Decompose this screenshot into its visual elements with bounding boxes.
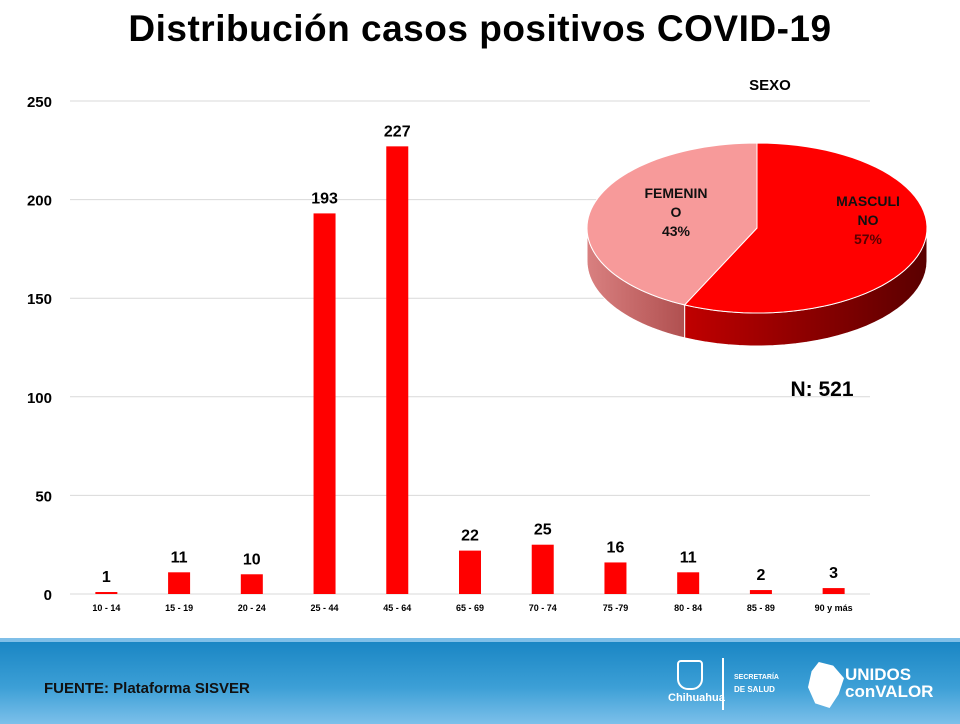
footer-band: FUENTE: Plataforma SISVER Chihuahua SECR…	[0, 638, 960, 724]
x-tick-label: 65 - 69	[456, 603, 484, 613]
x-tick-label: 75 -79	[603, 603, 629, 613]
pie-label: NO	[858, 212, 879, 228]
secretaria-line2: DE SALUD	[734, 685, 775, 694]
y-tick-label: 250	[27, 94, 52, 111]
secretaria-logo: SECRETARÍA DE SALUD	[734, 672, 779, 697]
pie-label: 43%	[662, 223, 691, 239]
pie-label: FEMENIN	[645, 185, 708, 201]
data-label: 10	[243, 551, 261, 568]
x-tick-label: 80 - 84	[674, 603, 702, 613]
logo-divider	[722, 658, 724, 710]
unidos-logo: UNIDOS conVALOR	[845, 666, 933, 700]
x-tick-label: 90 y más	[815, 603, 853, 613]
data-label: 1	[102, 569, 111, 586]
secretaria-line1: SECRETARÍA	[734, 674, 779, 681]
y-tick-label: 200	[27, 193, 52, 210]
y-tick-label: 150	[27, 291, 52, 308]
pie-label: 57%	[854, 231, 883, 247]
data-label: 227	[384, 123, 411, 140]
bar	[531, 544, 554, 594]
pie-title: SEXO	[749, 77, 791, 94]
pie-slice-masculino	[683, 142, 928, 314]
pie-label: MASCULI	[836, 193, 900, 209]
source-note: FUENTE: Plataforma SISVER	[44, 680, 250, 697]
y-tick-label: 100	[27, 390, 52, 407]
data-label: 2	[756, 567, 765, 584]
y-tick-label: 50	[35, 488, 52, 505]
bar	[313, 213, 336, 595]
bar	[822, 588, 845, 594]
x-tick-label: 10 - 14	[92, 603, 120, 613]
bar	[459, 550, 481, 594]
n-annotation: N: 521	[790, 378, 853, 401]
bar	[168, 572, 191, 594]
data-label: 25	[534, 522, 552, 539]
x-tick-label: 20 - 24	[238, 603, 266, 613]
x-tick-label: 25 - 44	[311, 603, 339, 613]
bar	[677, 572, 700, 594]
data-label: 3	[829, 565, 838, 582]
data-label: 22	[461, 528, 479, 545]
data-label: 16	[607, 539, 625, 556]
pie-slice-femenino	[586, 142, 758, 306]
data-label: 11	[171, 549, 188, 566]
x-tick-label: 70 - 74	[529, 603, 557, 613]
chart-canvas: 0 50 100 150 200 250 1 10 - 14 11 15 - 19 10 20 - 2…	[27, 77, 928, 613]
bar	[604, 562, 627, 594]
data-label: 11	[680, 549, 697, 566]
x-tick-label: 15 - 19	[165, 603, 193, 613]
bar	[749, 590, 772, 594]
chihuahua-logo-text: Chihuahua	[668, 692, 725, 704]
chihuahua-logo: Chihuahua	[668, 660, 725, 704]
bar	[386, 146, 409, 594]
x-tick-label: 45 - 64	[383, 603, 411, 613]
data-label: 193	[311, 190, 338, 207]
bar	[240, 574, 263, 594]
unidos-line1: UNIDOS	[845, 665, 912, 684]
unidos-logo-icon	[808, 662, 844, 708]
chart-title: Distribución casos positivos COVID-19	[128, 8, 832, 49]
unidos-line2: conVALOR	[845, 682, 934, 701]
bar	[95, 592, 118, 594]
pie-label: O	[671, 204, 682, 220]
y-tick-label: 0	[44, 587, 52, 604]
x-tick-label: 85 - 89	[747, 603, 775, 613]
